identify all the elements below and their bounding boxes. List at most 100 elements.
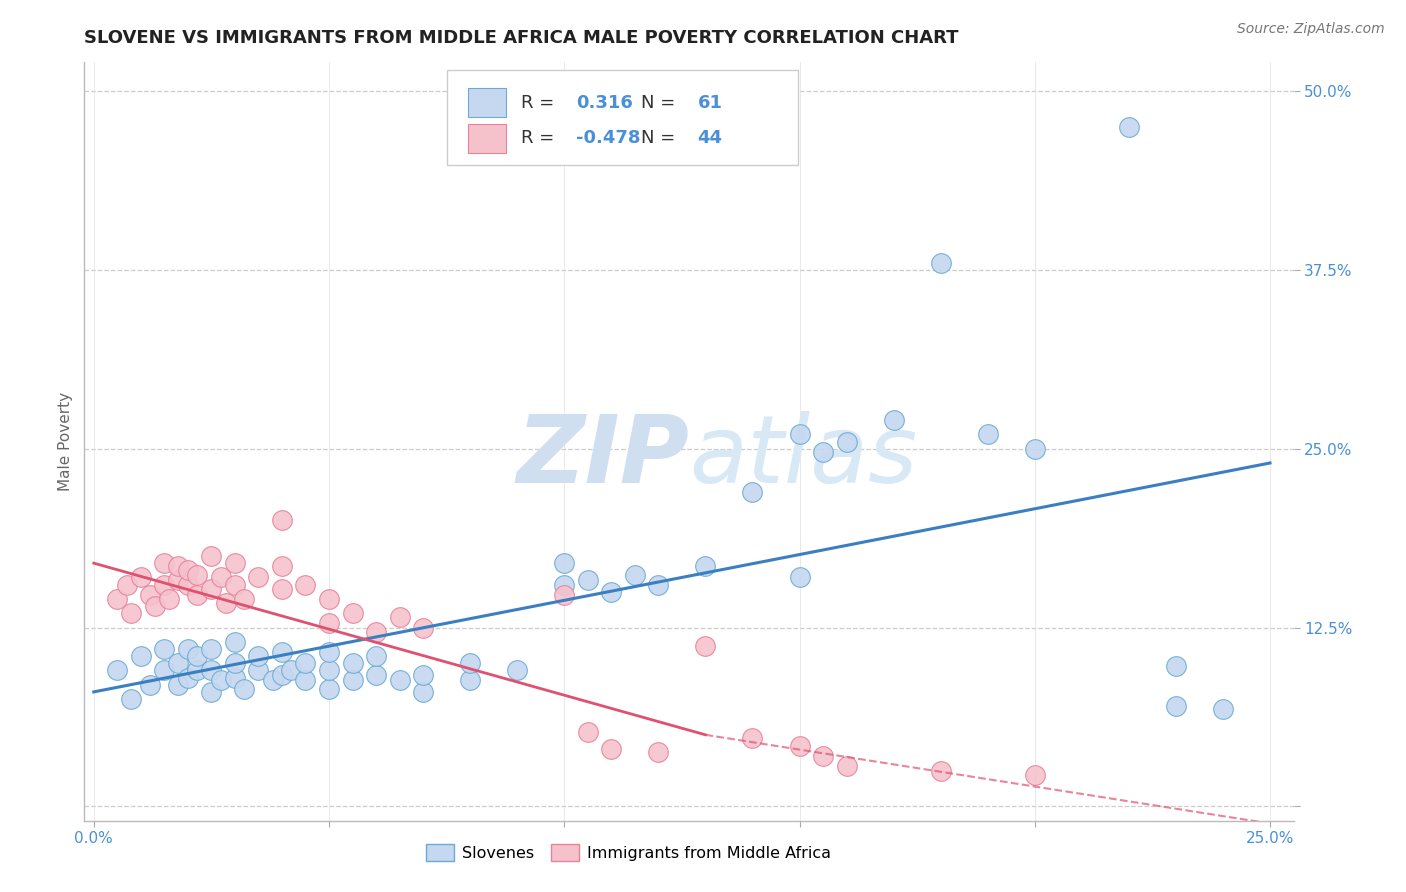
FancyBboxPatch shape — [447, 70, 797, 165]
Point — [789, 739, 811, 754]
Point — [167, 559, 190, 574]
Point — [789, 570, 811, 584]
Point — [271, 582, 294, 596]
Point — [224, 657, 246, 671]
Point — [811, 444, 834, 458]
Point — [186, 567, 208, 582]
Point — [120, 606, 142, 620]
Point — [214, 596, 236, 610]
Point — [364, 649, 387, 664]
Point — [139, 678, 162, 692]
FancyBboxPatch shape — [468, 88, 506, 117]
Point — [553, 577, 575, 591]
Point — [835, 759, 858, 773]
Point — [186, 664, 208, 678]
Point — [247, 570, 270, 584]
Point — [883, 413, 905, 427]
Point — [647, 745, 669, 759]
Point — [364, 667, 387, 681]
Point — [167, 657, 190, 671]
Y-axis label: Male Poverty: Male Poverty — [58, 392, 73, 491]
Point — [139, 588, 162, 602]
Point — [695, 559, 717, 574]
Point — [342, 606, 364, 620]
Text: 44: 44 — [697, 129, 723, 147]
Point — [835, 434, 858, 449]
Text: Source: ZipAtlas.com: Source: ZipAtlas.com — [1237, 22, 1385, 37]
Point — [929, 256, 952, 270]
Point — [105, 664, 128, 678]
Point — [318, 616, 340, 631]
Point — [105, 591, 128, 606]
Text: ZIP: ZIP — [516, 410, 689, 503]
Point — [177, 563, 200, 577]
Text: R =: R = — [520, 94, 560, 112]
Point — [153, 556, 176, 570]
Point — [177, 577, 200, 591]
Text: 0.316: 0.316 — [576, 94, 633, 112]
Point — [364, 624, 387, 639]
Point — [200, 685, 222, 699]
Point — [271, 513, 294, 527]
Text: N =: N = — [641, 129, 681, 147]
Point — [153, 664, 176, 678]
Point — [186, 649, 208, 664]
Point — [741, 731, 763, 745]
Point — [129, 570, 152, 584]
Point — [120, 692, 142, 706]
Point — [200, 664, 222, 678]
Point — [153, 642, 176, 657]
Point — [224, 556, 246, 570]
Point — [153, 577, 176, 591]
Point — [200, 582, 222, 596]
Point — [929, 764, 952, 778]
Text: 61: 61 — [697, 94, 723, 112]
Point — [167, 678, 190, 692]
Point — [318, 681, 340, 696]
Point — [200, 642, 222, 657]
Text: -0.478: -0.478 — [576, 129, 641, 147]
Point — [143, 599, 166, 613]
Point — [294, 657, 316, 671]
Point — [271, 559, 294, 574]
Point — [209, 570, 232, 584]
Point — [209, 673, 232, 688]
Point — [129, 649, 152, 664]
Point — [294, 577, 316, 591]
Point — [157, 591, 180, 606]
Point — [1164, 659, 1187, 673]
Point — [177, 671, 200, 685]
Point — [167, 574, 190, 588]
Point — [1118, 120, 1140, 134]
Point — [115, 577, 138, 591]
Text: SLOVENE VS IMMIGRANTS FROM MIDDLE AFRICA MALE POVERTY CORRELATION CHART: SLOVENE VS IMMIGRANTS FROM MIDDLE AFRICA… — [84, 29, 959, 47]
Point — [412, 685, 434, 699]
Point — [412, 620, 434, 634]
Point — [789, 427, 811, 442]
Point — [224, 577, 246, 591]
Point — [224, 671, 246, 685]
Point — [342, 657, 364, 671]
Point — [506, 664, 529, 678]
Point — [271, 667, 294, 681]
Point — [600, 584, 623, 599]
Point — [318, 591, 340, 606]
Point — [576, 574, 599, 588]
Point — [294, 673, 316, 688]
Point — [1024, 442, 1046, 456]
Point — [233, 591, 256, 606]
Point — [458, 673, 481, 688]
Point — [976, 427, 998, 442]
Point — [576, 725, 599, 739]
Point — [177, 642, 200, 657]
Text: atlas: atlas — [689, 411, 917, 502]
Point — [233, 681, 256, 696]
Point — [741, 484, 763, 499]
Point — [388, 673, 411, 688]
Point — [342, 673, 364, 688]
Point — [262, 673, 284, 688]
Text: R =: R = — [520, 129, 560, 147]
Point — [271, 645, 294, 659]
Point — [647, 577, 669, 591]
Point — [811, 749, 834, 764]
